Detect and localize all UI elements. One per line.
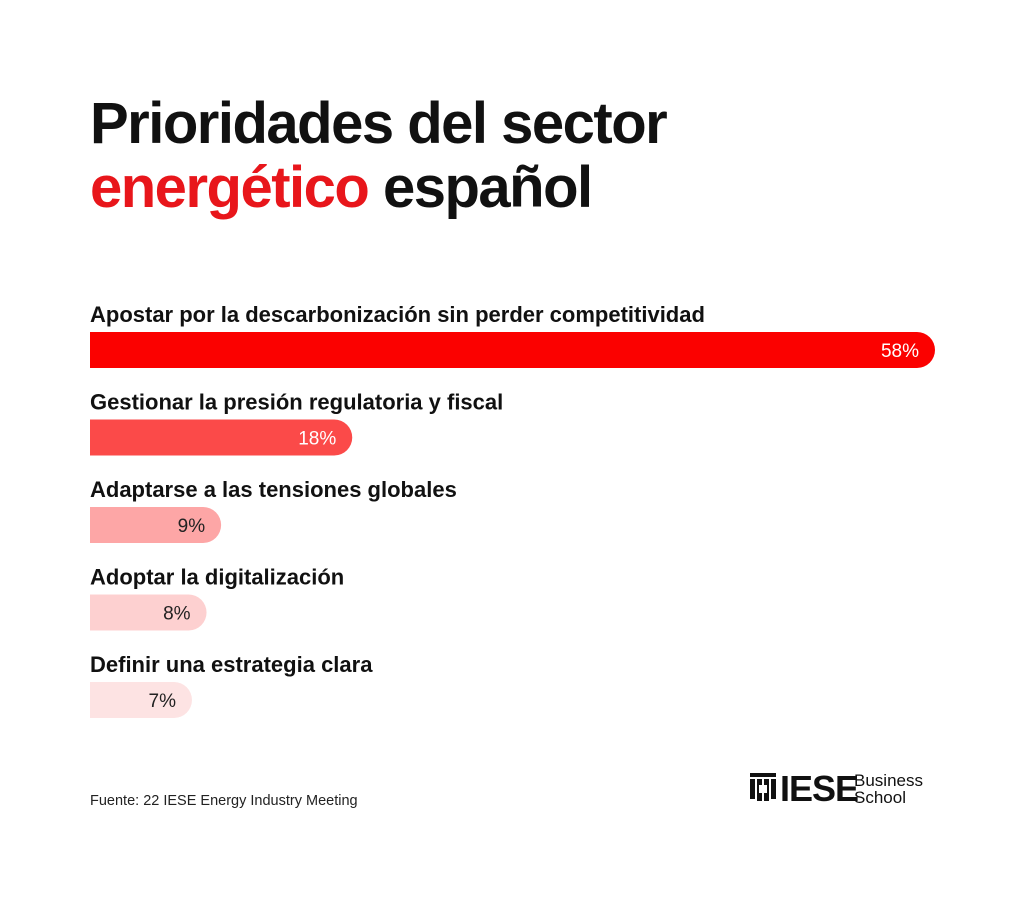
logo-wordmark: IESE [780,768,859,809]
bar [90,682,192,718]
category-label: Gestionar la presión regulatoria y fisca… [90,390,503,415]
source-note: Fuente: 22 IESE Energy Industry Meeting [90,793,358,809]
category-label: Definir una estrategia clara [90,652,373,677]
iese-shield-icon [750,773,776,801]
category-label: Apostar por la descarbonización sin perd… [90,302,705,327]
logo-subtitle-line-1: Business [854,771,923,790]
value-label: 9% [178,516,206,537]
value-label: 8% [163,604,191,625]
bar [90,507,222,543]
chart-title: Prioridades del sector energético españo… [90,91,668,220]
category-label: Adoptar la digitalización [90,565,344,590]
bar [90,594,207,631]
title-rest: español [368,155,593,220]
logo-subtitle: Business School [854,772,923,806]
title-accent-word: energético [90,155,370,220]
iese-logo: IESE Business School [750,770,940,810]
title-line-1: Prioridades del sector [90,91,668,156]
bar [90,419,353,456]
value-label: 58% [881,341,919,362]
bar [90,332,935,368]
value-label: 7% [149,691,177,712]
logo-subtitle-line-2: School [854,788,906,807]
value-label: 18% [298,429,336,450]
category-label: Adaptarse a las tensiones globales [90,477,457,502]
